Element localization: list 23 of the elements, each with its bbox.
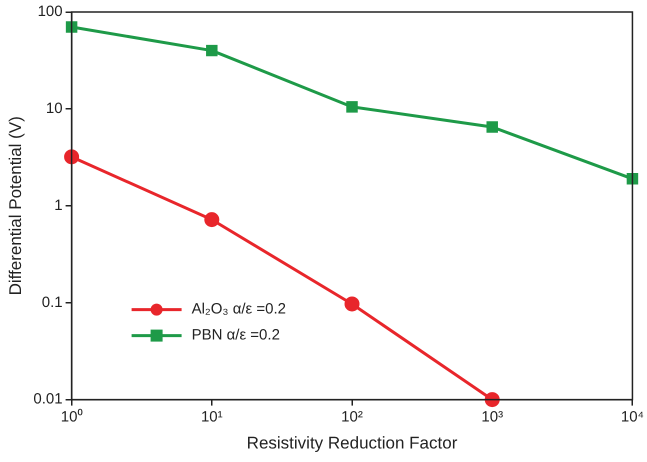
legend-label: Al₂O₃ α/ε =0.2 [192, 300, 286, 318]
point [484, 392, 500, 408]
x-tick-label: 10⁴ [620, 408, 644, 426]
x-tick-label: 10¹ [200, 408, 223, 426]
point [206, 44, 218, 56]
x-axis-title: Resistivity Reduction Factor [246, 433, 458, 452]
y-tick-label: 0.1 [42, 294, 63, 311]
point [346, 101, 358, 113]
y-tick-label: 0.01 [33, 390, 63, 408]
y-tick-label: 10 [46, 100, 63, 118]
x-tick-label: 10⁰ [60, 408, 82, 426]
point [66, 21, 78, 33]
point [64, 149, 80, 164]
point [204, 212, 220, 228]
x-tick-label: 10³ [481, 408, 504, 426]
y-tick-label: 100 [38, 3, 63, 20]
point [344, 296, 360, 312]
y-axis-title: Differential Potential (V) [6, 116, 25, 296]
x-tick-label: 10² [341, 408, 363, 426]
legend-label: PBN α/ε =0.2 [192, 326, 280, 344]
y-tick-label: 1 [54, 196, 63, 214]
point [626, 173, 638, 185]
point [486, 121, 498, 133]
